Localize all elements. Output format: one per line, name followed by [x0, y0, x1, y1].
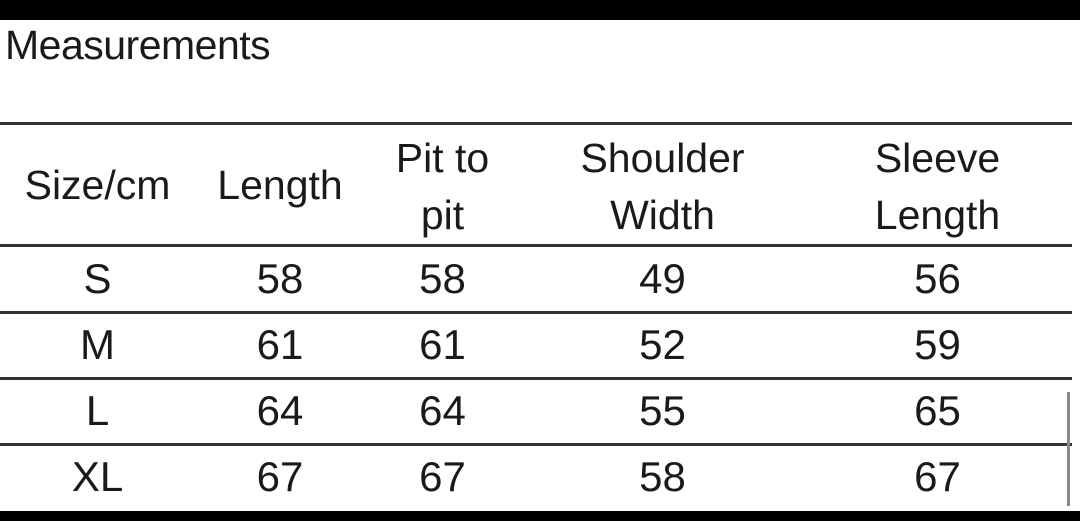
table-cell: XL [71, 453, 124, 500]
table-cell: 58 [419, 255, 466, 302]
header-divider [0, 244, 1072, 247]
row-divider [0, 443, 1072, 446]
header-pit-to-pit-line2: pit [420, 192, 465, 238]
table-cell: 67 [256, 453, 304, 500]
header-shoulder-width-line2: Width [610, 192, 715, 238]
table-cell: 67 [914, 453, 961, 500]
header-length: Length [217, 162, 343, 208]
table-cell: 67 [419, 453, 466, 500]
table-cell: 61 [256, 321, 304, 368]
table-cell: 65 [914, 387, 961, 434]
table-top-border [0, 122, 1072, 125]
table-cell: 58 [639, 453, 686, 500]
table-cell: 59 [914, 321, 961, 368]
row-divider [0, 311, 1072, 314]
table-cell: M [80, 321, 115, 368]
table-cell: 64 [419, 387, 466, 434]
header-sleeve-length-line1: Sleeve [874, 135, 1001, 181]
table-cell: 61 [419, 321, 466, 368]
header-pit-to-pit-line1: Pit to [395, 135, 490, 181]
table-cell: 64 [256, 387, 304, 434]
page-title: Measurements [5, 22, 271, 68]
table-cell: 49 [639, 255, 686, 302]
table-right-border [1067, 392, 1070, 506]
table-cell: 58 [256, 255, 304, 302]
table-cell: 52 [639, 321, 686, 368]
table-cell: 55 [639, 387, 686, 434]
header-sleeve-length-line2: Length [874, 192, 1001, 238]
table-cell: 56 [914, 255, 961, 302]
header-shoulder-width-line1: Shoulder [580, 135, 745, 181]
table-cell: L [85, 387, 110, 434]
table-cell: S [83, 255, 112, 302]
bottom-black-bar [0, 511, 1080, 521]
row-divider [0, 377, 1072, 380]
top-black-bar [0, 0, 1080, 20]
header-size: Size/cm [24, 162, 171, 208]
